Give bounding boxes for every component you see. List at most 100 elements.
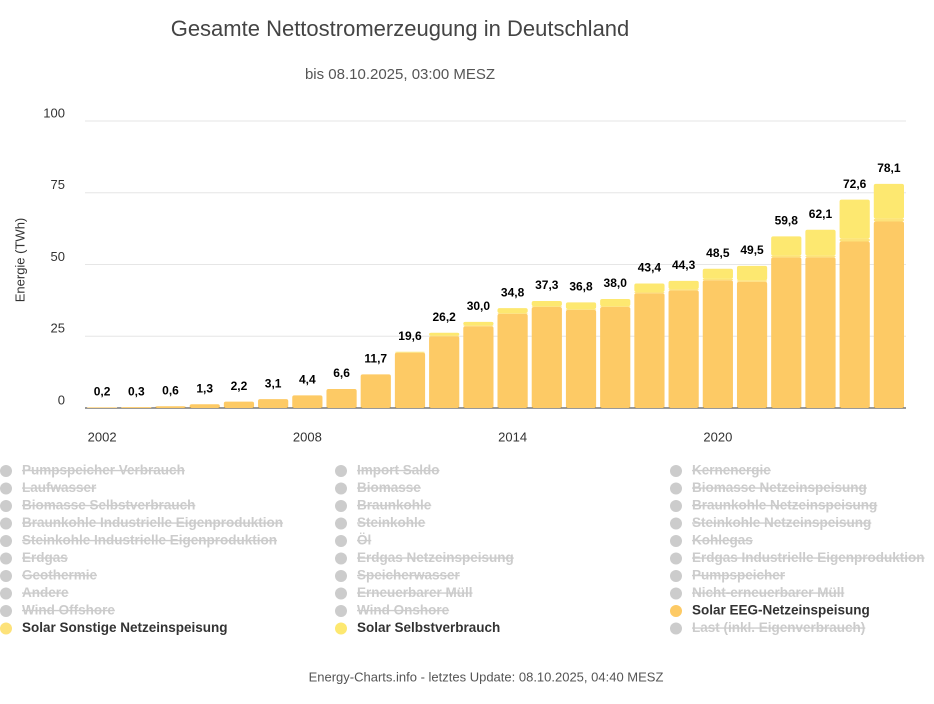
data-label: 37,3 <box>535 278 559 292</box>
legend-label[interactable]: Braunkohle <box>357 498 432 513</box>
legend-label[interactable]: Erdgas Industrielle Eigenproduktion <box>692 550 925 565</box>
legend-label[interactable]: Erdgas Netzeinspeisung <box>357 550 514 565</box>
data-label: 6,6 <box>333 366 350 380</box>
bar-segment <box>463 326 494 408</box>
bar-segment <box>839 199 870 239</box>
legend-marker[interactable] <box>335 482 347 495</box>
legend-marker[interactable] <box>335 535 347 547</box>
chart-subtitle: bis 08.10.2025, 03:00 MESZ <box>305 66 495 83</box>
data-label: 2,2 <box>231 379 248 393</box>
legend-marker[interactable] <box>670 517 682 530</box>
legend-label[interactable]: Solar Sonstige Netzeinspeisung <box>22 620 228 635</box>
legend-label[interactable]: Biomasse Netzeinspeisung <box>692 480 867 495</box>
bar-segment <box>121 407 152 408</box>
legend-label[interactable]: Steinkohle Netzeinspeisung <box>692 515 871 530</box>
bar-segment <box>429 335 460 337</box>
bar-segment <box>531 306 562 307</box>
legend-marker[interactable] <box>670 465 682 477</box>
data-label: 43,4 <box>638 261 662 275</box>
bar-segment <box>736 265 768 281</box>
legend-marker[interactable] <box>335 465 347 477</box>
legend-label[interactable]: Erdgas <box>22 550 68 565</box>
legend-marker[interactable] <box>335 500 347 512</box>
legend-marker[interactable] <box>670 535 682 547</box>
bar-segment <box>360 374 391 408</box>
legend-label[interactable]: Braunkohle Industrielle Eigenproduktion <box>22 515 283 530</box>
legend-marker[interactable] <box>670 482 682 495</box>
y-tick-label: 50 <box>51 249 65 264</box>
legend-label[interactable]: Laufwasser <box>22 480 97 495</box>
data-label: 26,2 <box>433 310 457 324</box>
legend-label[interactable]: Erneuerbarer Müll <box>357 585 473 600</box>
bar-segment <box>873 183 904 219</box>
legend-marker[interactable] <box>670 622 682 635</box>
data-label: 62,1 <box>809 207 833 221</box>
data-label: 38,0 <box>604 276 628 290</box>
bar-segment <box>565 309 597 408</box>
legend-marker[interactable] <box>670 570 682 582</box>
y-tick-label: 0 <box>58 392 65 407</box>
data-label: 0,2 <box>94 385 111 399</box>
legend-label[interactable]: Import Saldo <box>357 463 440 478</box>
legend-marker[interactable] <box>0 500 12 512</box>
bar-segment <box>736 280 768 282</box>
legend-label[interactable]: Kohlegas <box>692 533 753 548</box>
legend-marker[interactable] <box>670 587 682 600</box>
legend-label[interactable]: Andere <box>22 585 69 600</box>
legend-label[interactable]: Solar EEG-Netzeinspeisung <box>692 603 870 618</box>
legend-marker[interactable] <box>670 552 682 565</box>
legend-label[interactable]: Nicht-erneuerbarer Müll <box>692 585 844 600</box>
legend-marker[interactable] <box>335 517 347 530</box>
legend-marker[interactable] <box>0 465 12 477</box>
legend-marker[interactable] <box>0 517 12 530</box>
legend-label[interactable]: Steinkohle <box>357 515 426 530</box>
legend-marker[interactable] <box>0 535 12 547</box>
legend-label[interactable]: Pumpspeicher <box>692 568 786 583</box>
bar-segment <box>805 255 836 258</box>
bar-segment <box>600 306 631 408</box>
legend-marker[interactable] <box>335 605 347 617</box>
y-axis-label: Energie (TWh) <box>12 218 27 303</box>
bar-segment <box>771 236 802 256</box>
legend-label[interactable]: Wind Onshore <box>357 603 450 618</box>
legend-label[interactable]: Braunkohle Netzeinspeisung <box>692 498 877 513</box>
legend-label[interactable]: Pumpspeicher Verbrauch <box>22 463 185 478</box>
bar-segment <box>497 308 528 314</box>
legend-marker[interactable] <box>0 622 12 635</box>
bar-segment <box>634 292 665 294</box>
legend-label[interactable]: Biomasse <box>357 480 421 495</box>
legend-label[interactable]: Geothermie <box>22 568 98 583</box>
legend-marker[interactable] <box>0 552 12 565</box>
legend-label[interactable]: Öl <box>357 533 371 548</box>
data-label: 1,3 <box>196 381 213 395</box>
x-tick-label: 2020 <box>703 429 732 444</box>
bar-segment <box>497 313 528 314</box>
legend-marker[interactable] <box>335 587 347 600</box>
bar-segment <box>600 306 631 307</box>
legend-marker[interactable] <box>0 570 12 582</box>
legend-marker[interactable] <box>335 552 347 565</box>
legend-label[interactable]: Steinkohle Industrielle Eigenproduktion <box>22 533 277 548</box>
legend-marker[interactable] <box>0 482 12 495</box>
data-label: 19,6 <box>398 329 422 343</box>
legend-label[interactable]: Solar Selbstverbrauch <box>357 620 500 635</box>
legend-label[interactable]: Last (inkl. Eigenverbrauch) <box>692 620 865 635</box>
bar-segment <box>702 280 733 408</box>
data-label: 30,0 <box>467 299 491 313</box>
legend-label[interactable]: Wind Offshore <box>22 603 115 618</box>
legend-marker[interactable] <box>670 500 682 512</box>
bar-segment <box>668 280 699 290</box>
legend-marker[interactable] <box>335 622 347 635</box>
legend-label[interactable]: Speicherwasser <box>357 568 461 583</box>
legend-label[interactable]: Kernenergie <box>692 463 771 478</box>
legend-marker[interactable] <box>0 587 12 600</box>
bar-segment <box>873 218 904 222</box>
legend-marker[interactable] <box>0 605 12 617</box>
bar-segment <box>771 255 802 258</box>
bar-segment <box>805 257 836 408</box>
legend-label[interactable]: Biomasse Selbstverbrauch <box>22 498 195 513</box>
legend-marker[interactable] <box>335 570 347 582</box>
bar-segment <box>873 221 904 408</box>
legend-marker[interactable] <box>670 605 682 617</box>
